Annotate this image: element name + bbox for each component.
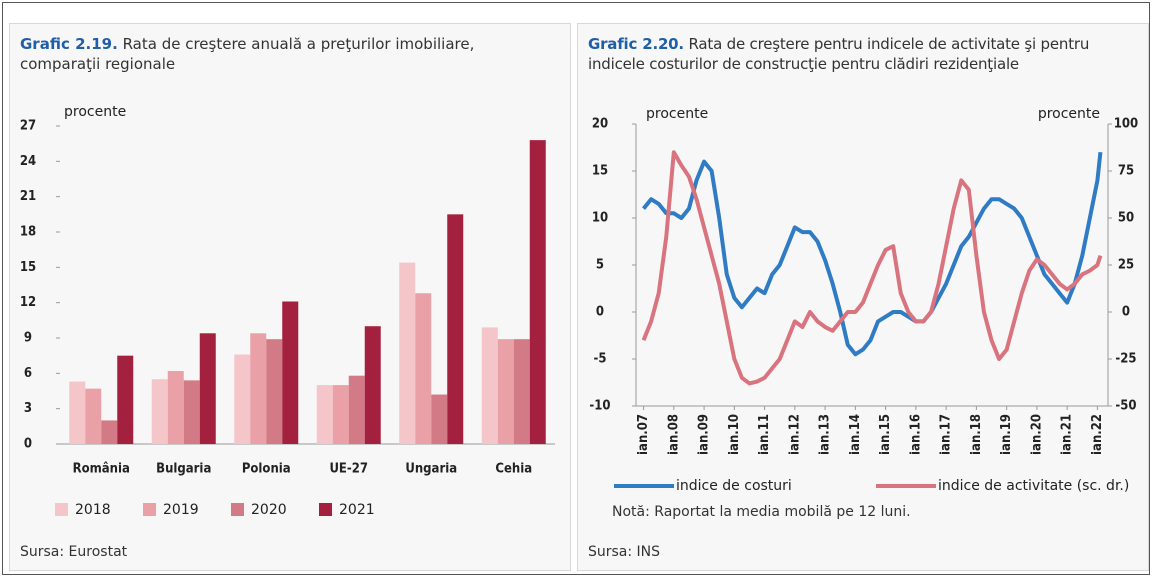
x-tick-label: ian.18 [969,414,984,455]
title: Grafic 2.20. Rata de creştere pentru ind… [588,34,1148,74]
x-tick-label: ian.21 [1060,414,1075,455]
bar [415,293,432,444]
legend-label: indice de costuri [676,478,792,494]
bar [481,327,498,444]
y-tick-label: 3 [24,401,32,416]
title-label: Grafic 2.20. [588,35,684,53]
bar [316,385,333,444]
source: Sursa: INS [588,544,661,560]
x-tick-label: ian.14 [848,414,863,455]
bar [332,385,349,444]
y-tick-label: 15 [592,164,608,179]
y2-tick-label: 25 [1118,258,1134,273]
y-tick-label: 6 [24,366,32,381]
legend-label: 2019 [163,502,199,518]
x-tick-label: ian.13 [818,414,833,455]
x-tick-label: ian.08 [666,414,681,455]
x-tick-label: UE-27 [329,462,368,477]
y-tick-label: 15 [20,260,36,275]
legend-label: 2021 [339,502,375,518]
y-axis-label: procente [646,106,708,122]
panel: Grafic 2.20. Rata de creştere pentru ind… [577,23,1149,571]
legend-label: 2020 [251,502,287,518]
bar [282,301,299,444]
title: Grafic 2.19. Rata de creştere anuală a p… [20,34,540,74]
bar [69,381,86,444]
y2-tick-label: 100 [1114,117,1138,132]
x-tick-label: România [73,462,130,477]
y2-axis-label: procente [1038,106,1100,122]
y2-tick-label: -25 [1115,352,1136,367]
y-tick-label: 10 [592,211,608,226]
bar [431,394,448,444]
bar [101,420,118,444]
legend-label: 2018 [75,502,111,518]
y-tick-label: 24 [20,154,36,169]
chart: procente 0 3 6 9 12 15 18 21 24 27 România Bulgaria P… [20,104,555,518]
legend-swatch [319,503,332,516]
bar [234,354,251,444]
bar [117,355,134,444]
y-tick-label: -5 [594,352,607,367]
bar [199,333,216,444]
bar [85,388,102,444]
y2-tick-label: 50 [1118,211,1134,226]
x-tick-label: Ungaria [405,462,457,477]
bar [348,375,365,444]
x-tick-label: ian.11 [757,414,772,455]
legend-swatch [231,503,244,516]
x-tick-label: Cehia [495,462,532,477]
y-axis-label: procente [64,104,126,120]
y-tick-label: 0 [596,305,604,320]
x-tick-label: ian.22 [1090,414,1105,455]
bar [447,214,464,444]
y2-tick-label: 0 [1122,305,1130,320]
bar [399,262,416,444]
x-tick-label: ian.07 [636,414,651,455]
bar [529,140,546,444]
y-tick-label: 21 [20,189,36,204]
line-series [641,150,1103,386]
bar [151,379,168,444]
bar [183,380,200,444]
x-tick-label: ian.10 [727,414,742,455]
x-tick-label: ian.09 [697,414,712,455]
bar [250,333,267,444]
y2-tick-label: 75 [1118,164,1134,179]
x-tick-label: ian.12 [787,414,802,455]
x-tick-label: ian.20 [1029,414,1044,455]
x-tick-label: Polonia [242,462,291,477]
y2-tick-label: -50 [1115,399,1136,414]
chart: procente procente-10-505101520-50-2502550… [589,106,1138,494]
y-tick-label: 18 [20,225,36,240]
legend-swatch [55,503,68,516]
note: Notă: Raportat la media mobilă pe 12 lun… [612,504,911,520]
bar [497,339,514,444]
y-tick-label: 12 [20,295,36,310]
x-tick-label: ian.15 [878,414,893,455]
bar [364,326,381,444]
x-tick-label: ian.16 [908,414,923,455]
title-label: Grafic 2.19. [20,35,118,53]
bar [266,339,283,444]
x-tick-label: ian.17 [939,414,954,455]
y-tick-label: 9 [24,331,32,346]
source: Sursa: Eurostat [20,544,128,560]
legend-swatch [143,503,156,516]
title-text: Rata de creştere pentru indicele de acti… [588,35,1090,73]
legend-label: indice de activitate (sc. dr.) [938,478,1129,494]
line-series [642,151,1103,357]
title-text: Rata de creştere anuală a preţurilor imo… [20,35,475,73]
y-tick-label: 20 [592,117,608,132]
y-tick-label: 0 [24,437,32,452]
bar [513,339,530,444]
panel: Grafic 2.19. Rata de creştere anuală a p… [9,23,571,571]
x-tick-label: ian.19 [999,414,1014,455]
bar [167,370,184,444]
y-tick-label: 5 [596,258,604,273]
x-tick-label: Bulgaria [156,462,211,477]
y-tick-label: -10 [589,399,610,414]
y-tick-label: 27 [20,119,36,134]
